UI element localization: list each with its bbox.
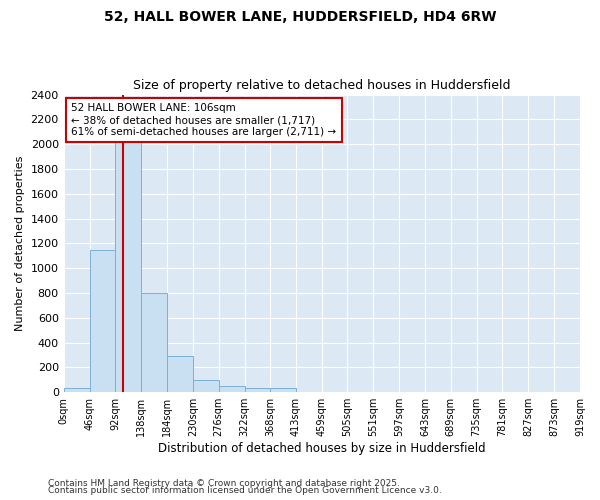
Bar: [89, 250, 115, 392]
X-axis label: Distribution of detached houses by size in Huddersfield: Distribution of detached houses by size …: [158, 442, 485, 455]
Bar: [219, 386, 245, 392]
Bar: [115, 142, 141, 392]
Text: Contains public sector information licensed under the Open Government Licence v3: Contains public sector information licen…: [48, 486, 442, 495]
Text: 52, HALL BOWER LANE, HUDDERSFIELD, HD4 6RW: 52, HALL BOWER LANE, HUDDERSFIELD, HD4 6…: [104, 10, 496, 24]
Bar: [64, 388, 89, 392]
Title: Size of property relative to detached houses in Huddersfield: Size of property relative to detached ho…: [133, 79, 511, 92]
Bar: [193, 380, 219, 392]
Bar: [167, 356, 193, 392]
Text: 52 HALL BOWER LANE: 106sqm
← 38% of detached houses are smaller (1,717)
61% of s: 52 HALL BOWER LANE: 106sqm ← 38% of deta…: [71, 104, 337, 136]
Bar: [245, 388, 271, 392]
Bar: [141, 293, 167, 392]
Y-axis label: Number of detached properties: Number of detached properties: [15, 156, 25, 331]
Text: Contains HM Land Registry data © Crown copyright and database right 2025.: Contains HM Land Registry data © Crown c…: [48, 478, 400, 488]
Bar: [271, 388, 296, 392]
